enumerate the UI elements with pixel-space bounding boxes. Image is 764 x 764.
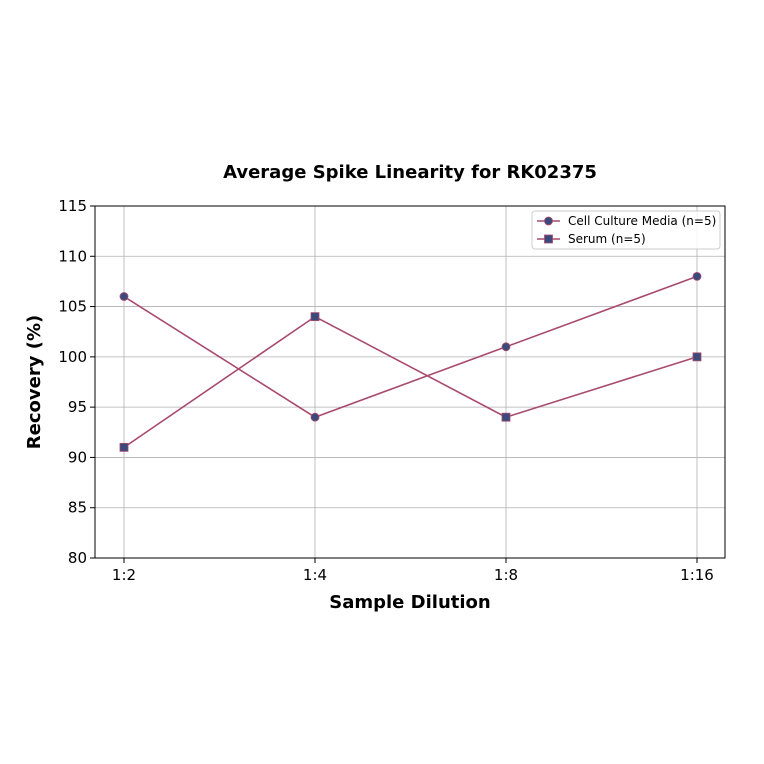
legend-box xyxy=(531,210,721,250)
data-point xyxy=(692,271,702,281)
series-line xyxy=(123,275,698,419)
data-point xyxy=(501,412,511,422)
x-tick-label: 1:8 xyxy=(494,566,518,584)
series-serum xyxy=(119,312,702,452)
y-tick-label: 110 xyxy=(58,247,87,265)
legend-marker xyxy=(544,234,553,244)
y-axis-label: Recovery (%) xyxy=(24,315,45,449)
plot-frame xyxy=(94,205,726,559)
data-point xyxy=(119,442,129,452)
x-tick-label: 1:2 xyxy=(112,566,136,584)
series-line xyxy=(123,315,698,449)
legend-label: Cell Culture Media (n=5) xyxy=(568,214,716,228)
grid xyxy=(95,205,725,559)
y-tick-label: 90 xyxy=(68,448,87,466)
data-point xyxy=(310,412,320,422)
legend-label: Serum (n=5) xyxy=(568,232,646,246)
y-tick-label: 100 xyxy=(58,348,87,366)
legend-marker xyxy=(544,216,553,226)
data-point xyxy=(692,352,702,362)
chart-title: Average Spike Linearity for RK02375 xyxy=(223,162,597,183)
data-point xyxy=(119,292,129,301)
legend-entry: Serum (n=5) xyxy=(537,232,646,246)
data-point xyxy=(501,342,511,352)
x-tick-label: 1:4 xyxy=(303,566,327,584)
y-tick-label: 85 xyxy=(68,499,87,517)
x-tick-label: 1:16 xyxy=(680,566,714,584)
axis-ticks: 80 85 90 95 100 105 110 115 1:2 1:4 1:8 1:16 xyxy=(58,197,713,584)
series-cell-culture-media xyxy=(119,271,702,422)
y-tick-label: 80 xyxy=(68,549,87,567)
x-axis-label: Sample Dilution xyxy=(329,592,490,613)
y-tick-label: 105 xyxy=(58,298,87,316)
y-tick-label: 115 xyxy=(58,197,87,215)
series-layer xyxy=(119,271,702,452)
data-point xyxy=(310,312,320,322)
y-tick-label: 95 xyxy=(68,398,87,416)
legend-entry: Cell Culture Media (n=5) xyxy=(537,214,716,228)
legend: Cell Culture Media (n=5) Serum (n=5) xyxy=(531,210,721,250)
